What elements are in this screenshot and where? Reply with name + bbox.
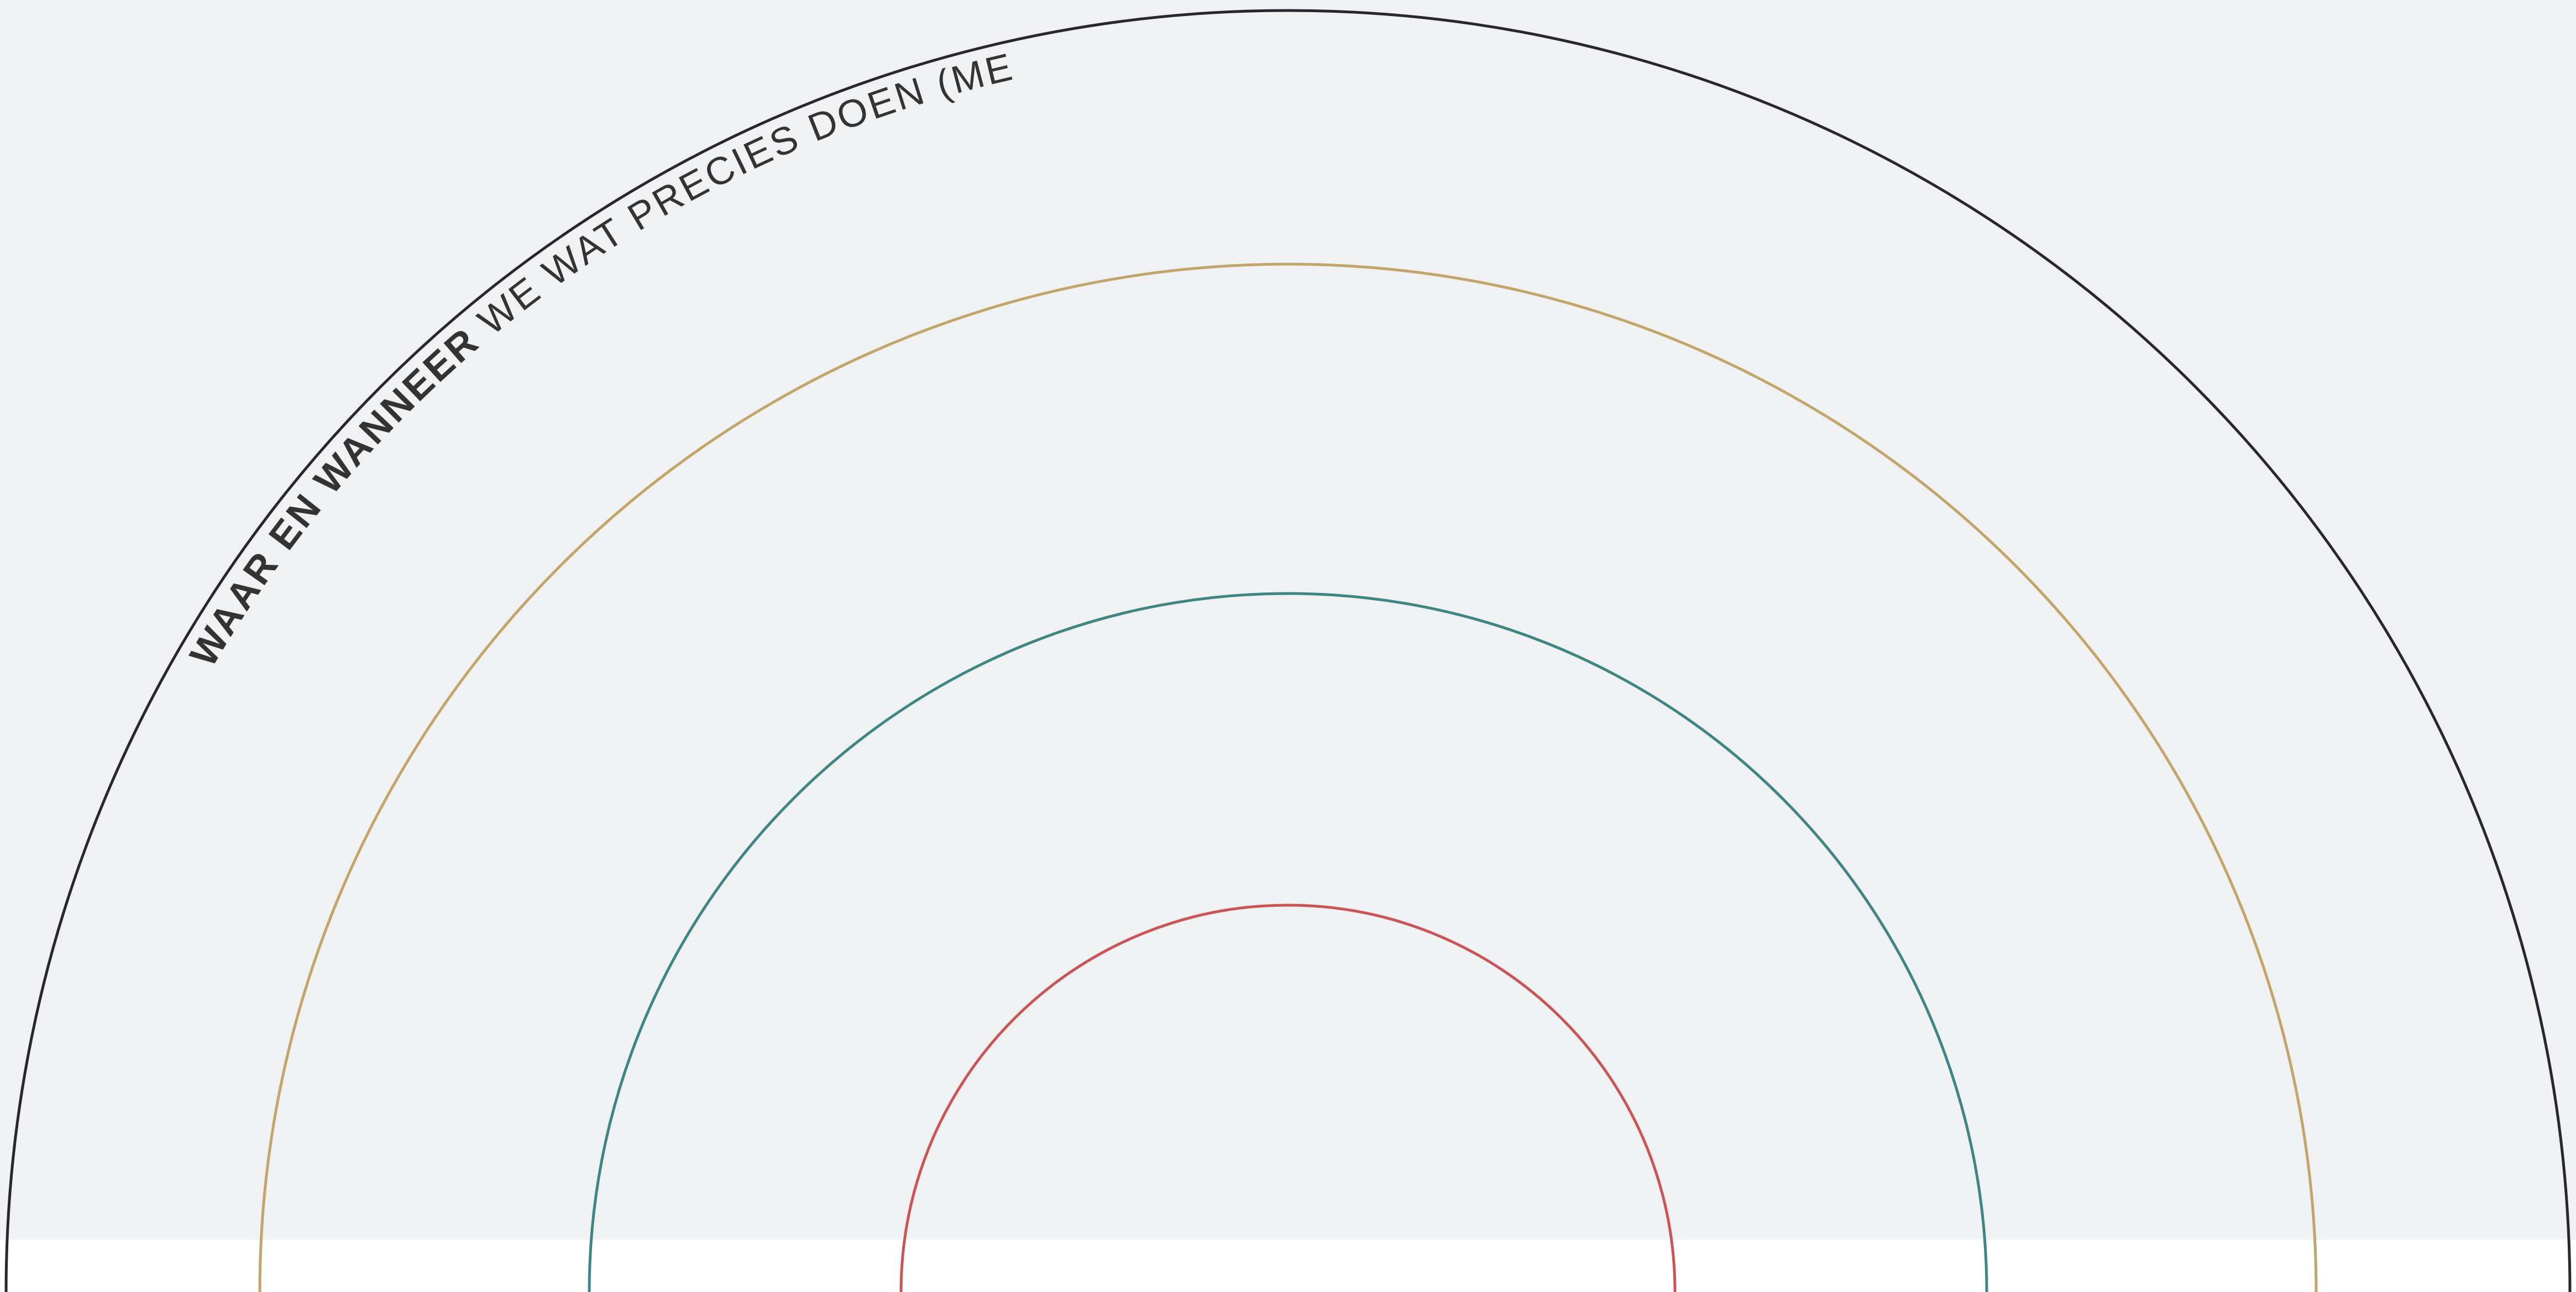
ring-inner — [899, 904, 1677, 1292]
bottom-band — [0, 1240, 2576, 1292]
ring-second — [258, 262, 2318, 1292]
ring-outer — [4, 9, 2572, 1292]
ring-third — [588, 592, 1988, 1292]
diagram-background — [0, 0, 2576, 1240]
